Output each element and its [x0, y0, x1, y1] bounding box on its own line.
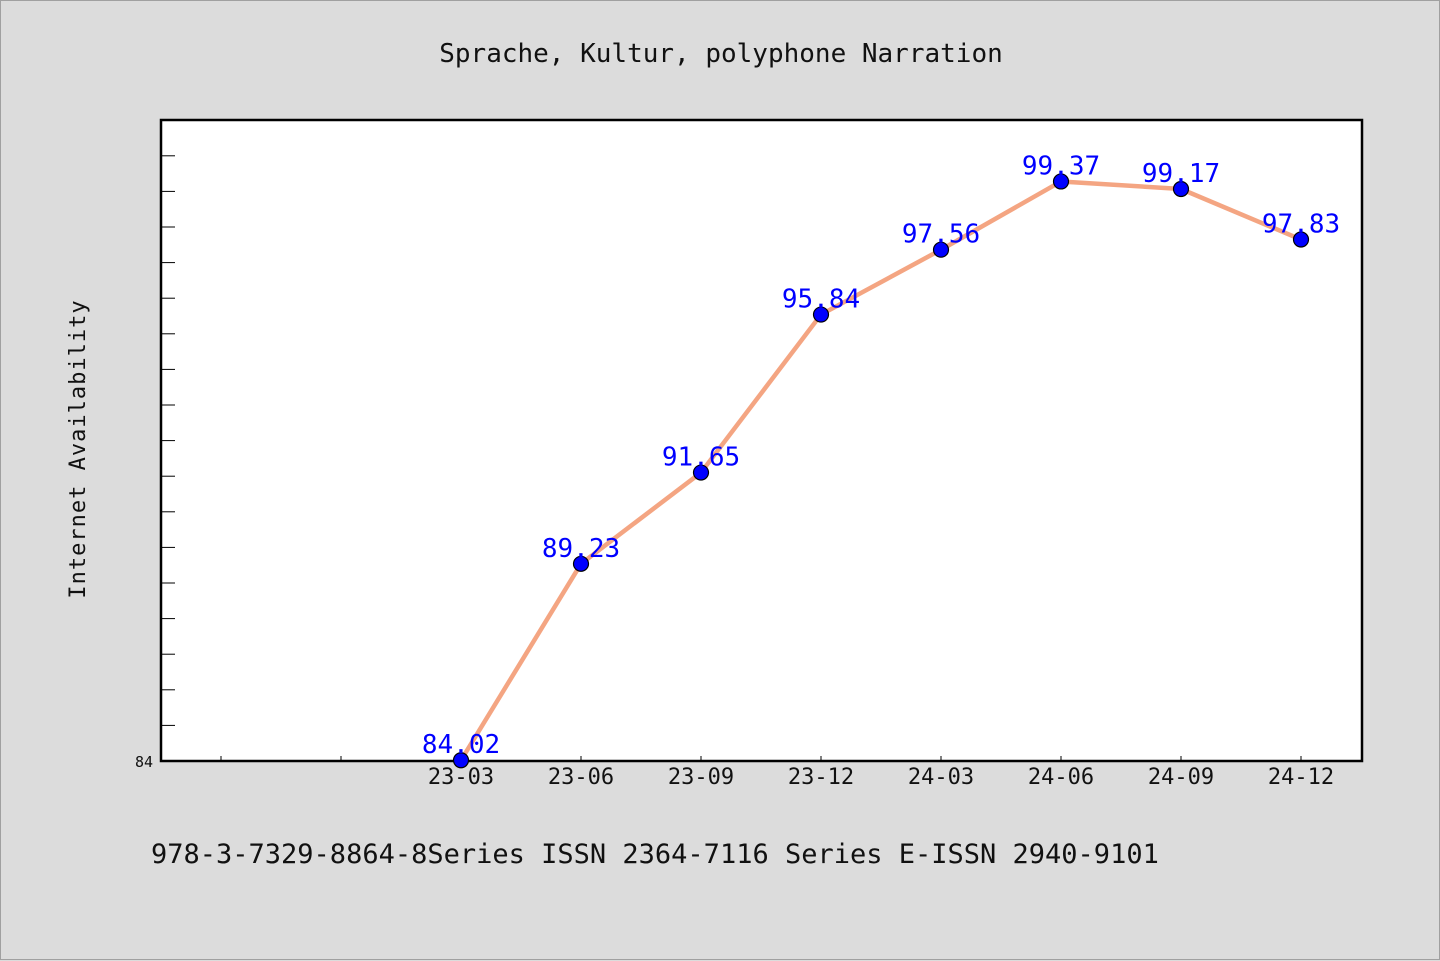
x-tick-label-24-09: 24-09: [1148, 765, 1214, 790]
y-tick-label-84: 84: [135, 753, 153, 771]
plot-border: [159, 118, 1364, 763]
data-point-23-03: [452, 752, 470, 769]
plot-area: [161, 120, 1362, 761]
x-tick-label-23-06: 23-06: [548, 765, 614, 790]
data-point-23-12: [812, 306, 830, 323]
data-point-23-09: [692, 464, 710, 481]
x-tick-label-23-03: 23-03: [428, 765, 494, 790]
data-label-23-03: 84.02: [422, 730, 500, 760]
footer-isbn-text: 978-3-7329-8864-8Series ISSN 2364-7116 S…: [151, 839, 1159, 870]
data-points: [452, 173, 1310, 769]
data-point-24-06: [1052, 173, 1070, 190]
data-point-23-06: [572, 555, 590, 572]
data-point-24-09: [1172, 180, 1190, 198]
y-minor-ticks: [161, 155, 175, 726]
x-axis-tick-labels: 23-03 23-06 23-09 23-12 24-03 24-06 24-09 24-12: [428, 765, 1334, 790]
data-label-24-03: 97.56: [902, 220, 980, 250]
chart-title: Sprache, Kultur, polyphone Narration: [439, 39, 1003, 69]
data-point-24-03: [932, 241, 950, 258]
x-tick-label-24-12: 24-12: [1268, 765, 1334, 790]
x-tick-label-24-03: 24-03: [908, 765, 974, 790]
data-label-23-09: 91.65: [662, 443, 740, 473]
data-label-24-12: 97.83: [1262, 210, 1340, 240]
data-label-24-06: 99.37: [1022, 151, 1100, 181]
x-tick-label-23-12: 23-12: [788, 765, 854, 790]
x-tick-label-24-06: 24-06: [1028, 765, 1094, 790]
x-tick-label-23-09: 23-09: [668, 765, 734, 790]
data-label-23-06: 89.23: [542, 534, 620, 564]
data-labels: 84.02 89.23 91.65 95.84 97.56 99.37 99.17 97.83: [422, 151, 1340, 760]
data-label-23-12: 95.84: [782, 285, 860, 315]
data-label-24-09: 99.17: [1142, 159, 1220, 189]
data-point-24-12: [1292, 231, 1310, 248]
y-axis-label: Internet Availability: [66, 299, 91, 598]
series-line: [459, 179, 1302, 762]
